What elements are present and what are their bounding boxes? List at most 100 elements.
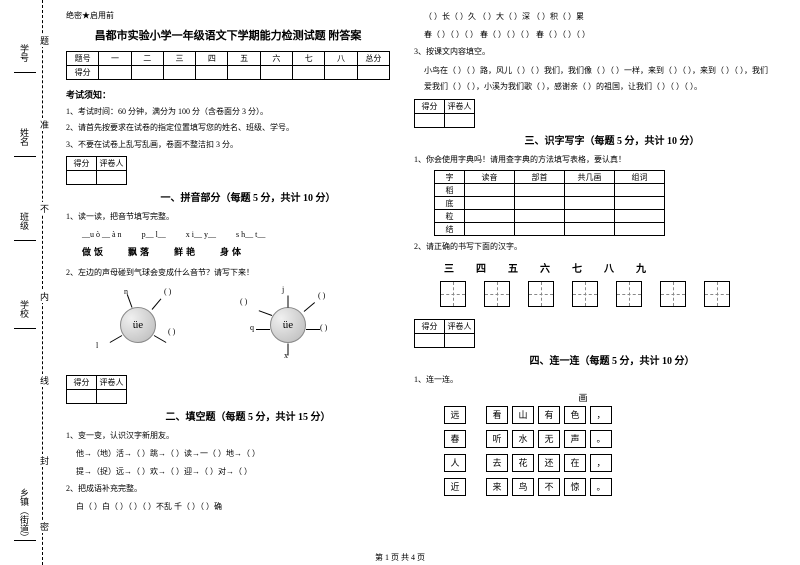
- matching-diagram: 画 远 春 人 近 看 山 有 色 ， 听: [414, 391, 770, 496]
- tianzige-cell: [616, 281, 642, 307]
- score-header: 五: [228, 52, 260, 66]
- char-th: 读音: [465, 171, 515, 184]
- ray-label: q: [250, 323, 254, 332]
- lian-cell: 无: [538, 430, 560, 448]
- notice-item: 3、不要在试卷上乱写乱画，卷面不整洁扣 3 分。: [66, 138, 390, 152]
- grader-table: 得分评卷人: [414, 319, 475, 348]
- lian-left-item: 远: [444, 406, 466, 424]
- word-item: 鲜艳: [174, 245, 198, 258]
- score-header: 四: [196, 52, 228, 66]
- notice-item: 1、考试时间：60 分钟，满分为 100 分（含卷面分 3 分）。: [66, 105, 390, 119]
- grader-cell: 得分: [67, 157, 97, 171]
- ray-label: ( ): [164, 287, 171, 296]
- section-4-title: 四、连一连（每题 5 分，共计 10 分）: [454, 352, 770, 367]
- lian-cell: 鸟: [512, 478, 534, 496]
- lian-cell: 山: [512, 406, 534, 424]
- pinyin-item: x i__ y__: [186, 230, 216, 239]
- question-2: 2、左边的声母碰到气球会变成什么音节？请写下来！: [66, 266, 390, 280]
- lian-cell: 还: [538, 454, 560, 472]
- ray-label: ( ): [240, 297, 247, 306]
- question-1: 1、读一读，把音节填写完整。: [66, 210, 390, 224]
- lian-title: 画: [444, 391, 770, 404]
- right-column: （ ）长（ ）久 （ ）大（ ）深 （ ）积（ ）累 春（ ）（ ）（ ） 春（…: [400, 0, 800, 545]
- lian-cell: 。: [590, 430, 612, 448]
- exam-title: 昌都市实验小学一年级语文下学期能力检测试题 附答案: [66, 27, 390, 43]
- section-3-title: 三、识字写字（每题 5 分，共计 10 分）: [454, 132, 770, 147]
- lian-left-item: 人: [444, 454, 466, 472]
- score-table: 题号 一 二 三 四 五 六 七 八 总分 得分: [66, 51, 390, 80]
- lian-cell: 听: [486, 430, 508, 448]
- fill-line: 白（ ）白（ ）（ ）（ ）不乱 千（ ）（ ）确: [66, 500, 390, 514]
- grader-table: 得分评卷人: [414, 99, 475, 128]
- word-item: 做饭: [82, 245, 106, 258]
- num-char: 六: [540, 260, 550, 275]
- balloon-circle: üe: [270, 307, 306, 343]
- lian-cell: 有: [538, 406, 560, 424]
- ray-label: j: [282, 285, 284, 294]
- tianzige-cell: [528, 281, 554, 307]
- char-row: 稻: [435, 184, 465, 197]
- s4-q1: 1、连一连。: [414, 373, 770, 387]
- char-th: 组词: [615, 171, 665, 184]
- question-3: 3、按课文内容填空。: [414, 45, 770, 59]
- score-header: 题号: [67, 52, 99, 66]
- q3-body: 小鸟在（ ）（ ）路，风儿（ ）（ ）我们，我们像（ ）（ ）一样，来到（ ）（…: [414, 63, 770, 95]
- lian-cell: 声: [564, 430, 586, 448]
- ray-label: ( ): [320, 323, 327, 332]
- fill-line-right: （ ）长（ ）久 （ ）大（ ）深 （ ）积（ ）累: [414, 10, 770, 24]
- word-row: 做饭 飘落 鲜艳 身体: [66, 245, 390, 258]
- grader-cell: 评卷人: [445, 319, 475, 333]
- lian-cell: 水: [512, 430, 534, 448]
- word-item: 身体: [220, 245, 244, 258]
- lian-cell: 花: [512, 454, 534, 472]
- score-header: 二: [131, 52, 163, 66]
- balloon-1: üe n ( ) l ( ): [96, 285, 196, 365]
- score-row-label: 得分: [67, 66, 99, 80]
- num-char: 八: [604, 260, 614, 275]
- section-2-title: 二、填空题（每题 5 分，共计 15 分）: [106, 408, 390, 423]
- lian-cell: 不: [538, 478, 560, 496]
- tianzige-cell: [440, 281, 466, 307]
- score-header: 六: [260, 52, 292, 66]
- char-th: 字: [435, 171, 465, 184]
- score-header: 一: [99, 52, 131, 66]
- char-row: 底: [435, 197, 465, 210]
- word-item: 飘落: [128, 245, 152, 258]
- lian-right-grid: 看 山 有 色 ， 听 水 无 声 。 去 花: [486, 406, 612, 496]
- tianzige-cell: [484, 281, 510, 307]
- pinyin-row: __u ò __ à n p__ l__ x i__ y__ s h__ t__: [66, 230, 390, 239]
- score-header: 三: [163, 52, 195, 66]
- num-char: 九: [636, 260, 646, 275]
- lian-cell: ，: [590, 406, 612, 424]
- grader-cell: 得分: [67, 376, 97, 390]
- s3-q1: 1、你会使用字典吗！请用查字典的方法填写表格，要认真！: [414, 153, 770, 167]
- balloon-circle: üe: [120, 307, 156, 343]
- notice-item: 2、请首先按要求在试卷的指定位置填写您的姓名、班级、学号。: [66, 121, 390, 135]
- grader-cell: 评卷人: [97, 157, 127, 171]
- balloon-diagram: üe n ( ) l ( ) üe ( ) ( ) q ( ) x j: [66, 285, 390, 365]
- tianzige-cell: [572, 281, 598, 307]
- fill-line: 提→（捉）远→（ ）欢→（ ）迎→（ ）对→（ ）: [66, 465, 390, 479]
- lian-cell: 色: [564, 406, 586, 424]
- lian-cell: ，: [590, 454, 612, 472]
- confidential-label: 绝密★启用前: [66, 10, 390, 21]
- score-header: 总分: [357, 52, 389, 66]
- char-th: 部首: [515, 171, 565, 184]
- num-char: 四: [476, 260, 486, 275]
- grader-cell: 评卷人: [97, 376, 127, 390]
- lian-cell: 。: [590, 478, 612, 496]
- score-header: 八: [325, 52, 357, 66]
- lian-cell: 来: [486, 478, 508, 496]
- balloon-2: üe ( ) ( ) q ( ) x j: [246, 285, 346, 365]
- lian-cell: 在: [564, 454, 586, 472]
- lian-left-column: 远 春 人 近: [444, 406, 466, 496]
- fill-q1: 1、变一变，认识汉字新朋友。: [66, 429, 390, 443]
- section-1-title: 一、拼音部分（每题 5 分，共计 10 分）: [106, 189, 390, 204]
- notice-heading: 考试须知：: [66, 88, 390, 101]
- ray-label: l: [96, 341, 98, 350]
- dictionary-table: 字 读音 部首 共几画 组词 稻 底 粒 结: [434, 170, 665, 236]
- lian-left-item: 近: [444, 478, 466, 496]
- tianzige-row: [414, 281, 770, 307]
- number-row: 三 四 五 六 七 八 九: [414, 260, 770, 275]
- pinyin-item: p__ l__: [142, 230, 166, 239]
